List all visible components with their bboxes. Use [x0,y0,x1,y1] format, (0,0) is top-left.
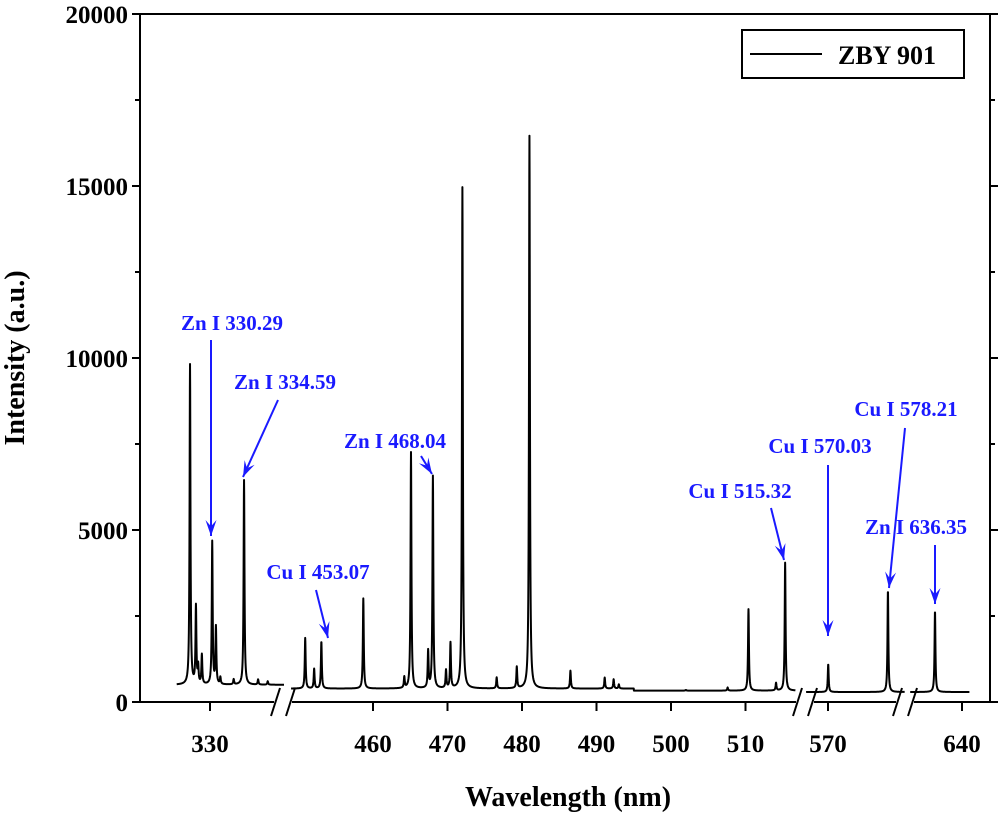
arrowhead-icon [822,620,834,636]
arrowhead-icon [774,543,786,560]
x-tick-label: 510 [727,731,765,758]
arrowhead-icon [418,457,432,474]
peak-annotation: Cu I 578.21 [854,397,958,589]
peak-annotation: Zn I 334.59 [234,370,336,478]
x-tick-label: 480 [503,731,541,758]
series-line-zby-901 [175,134,971,694]
annotation-label: Cu I 515.32 [688,479,791,503]
axis-break-gap [274,698,292,706]
legend-label: ZBY 901 [838,41,936,70]
annotation-arrow-line [242,399,279,478]
peak-annotation: Zn I 330.29 [181,311,283,536]
axis-break-gap [796,698,814,706]
arrowhead-icon [929,588,941,604]
arrowhead-icon [318,621,330,638]
annotation-label: Zn I 334.59 [234,370,336,394]
x-tick-label: 460 [354,731,392,758]
legend: ZBY 901 [741,29,965,79]
annotation-label: Zn I 636.35 [865,515,967,539]
arrowhead-icon [885,571,897,588]
y-tick-label: 20000 [66,2,129,29]
annotation-label: Zn I 330.29 [181,311,283,335]
axis-break-mark [285,687,296,717]
y-tick-label: 10000 [66,346,129,373]
peak-annotation: Cu I 453.07 [266,560,370,639]
axis-break-mark [270,687,281,717]
y-tick-label: 15000 [66,174,129,201]
y-axis-title: Intensity (a.u.) [0,270,31,445]
axis-break-gap [896,698,914,706]
x-tick-label: 470 [429,731,467,758]
peak-annotation: Zn I 468.04 [344,429,447,475]
peak-annotation: Cu I 515.32 [688,479,792,561]
x-tick-label: 570 [809,731,847,758]
axis-break-mark [792,687,803,717]
x-tick-label: 500 [652,731,690,758]
x-tick-label: 330 [191,731,229,758]
annotation-label: Cu I 570.03 [768,434,871,458]
arrowhead-icon [243,460,255,477]
peak-annotation: Cu I 570.03 [768,434,872,636]
y-tick-label: 0 [116,690,129,717]
plot-frame [139,13,991,703]
annotation-label: Cu I 453.07 [266,560,369,584]
x-tick-label: 490 [578,731,616,758]
x-tick-label: 640 [943,731,981,758]
annotation-label: Zn I 468.04 [344,429,447,453]
y-tick-label: 5000 [78,518,128,545]
x-axis-title: Wavelength (nm) [465,782,671,813]
annotation-label: Cu I 578.21 [854,397,957,421]
annotation-arrow-line [888,427,906,589]
peak-annotation: Zn I 636.35 [865,515,967,604]
arrowhead-icon [205,520,217,536]
